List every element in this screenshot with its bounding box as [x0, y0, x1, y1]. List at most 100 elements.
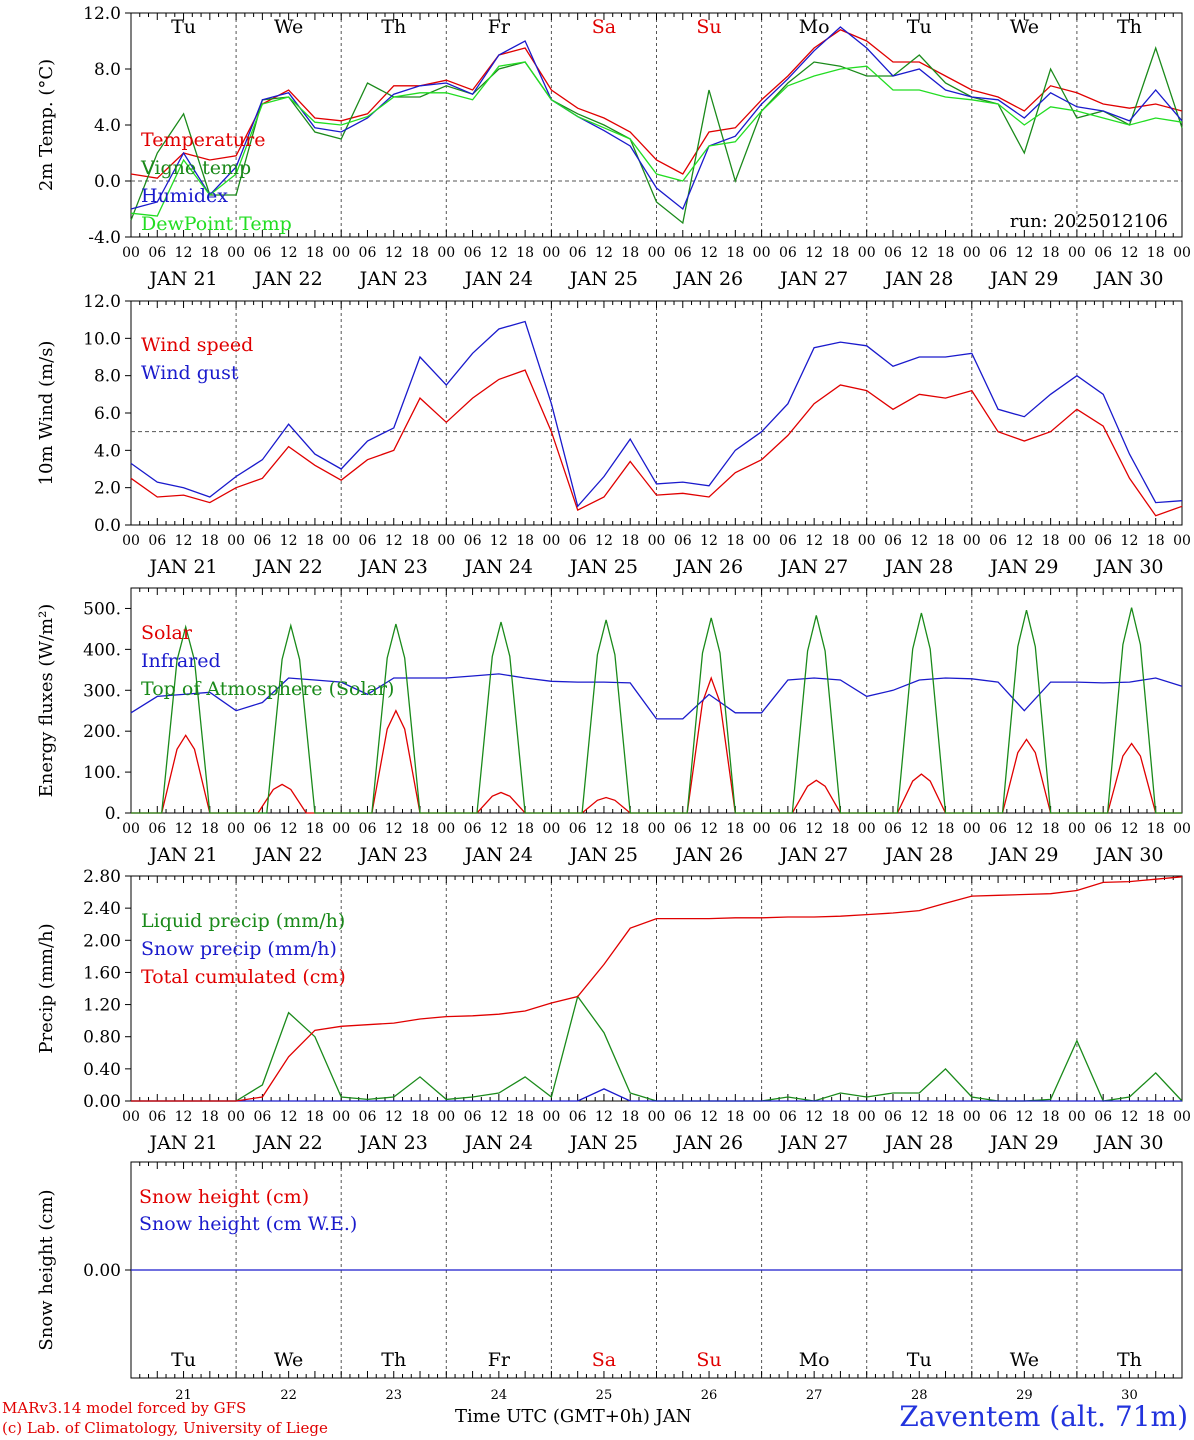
temp-date-label: JAN 23: [358, 268, 428, 290]
precip-ytick-label: 0.80: [83, 1028, 121, 1048]
precip-date-label: JAN 27: [778, 1132, 848, 1154]
wind-legend-entry: Wind gust: [141, 362, 239, 384]
energy-hour-label: 00: [332, 821, 350, 837]
temp-ytick-label: 4.0: [94, 116, 121, 136]
energy-hour-label: 12: [490, 821, 508, 837]
wind-hour-label: 12: [595, 533, 613, 549]
day-number-label: 28: [911, 1388, 928, 1403]
weekday-label-top: We: [1010, 16, 1039, 38]
wind-hour-label: 06: [148, 533, 166, 549]
wind-frame: [130, 300, 1183, 526]
temp-hour-label: 06: [569, 245, 587, 261]
snow-legend-entry: Snow height (cm): [139, 1186, 309, 1208]
temp-hour-label: 12: [700, 245, 718, 261]
temp-run-annotation: run: 2025012106: [1010, 211, 1168, 232]
precip-hour-label: 18: [1042, 1109, 1060, 1125]
energy-series-blue: [130, 673, 1183, 720]
precip-hour-label: 06: [1094, 1109, 1112, 1125]
energy-ylabel: Energy fluxes (W/m²): [36, 604, 57, 798]
temp-hour-label: 00: [753, 245, 771, 261]
energy-legend-entry: Infrared: [141, 650, 221, 672]
wind-hour-label: 06: [1094, 533, 1112, 549]
weekday-label-bottom: We: [1010, 1349, 1039, 1371]
temp-series-lightgreen: [130, 61, 1183, 217]
temp-hour-label: 18: [1147, 245, 1165, 261]
temp-hour-label: 00: [648, 245, 666, 261]
precip-hour-label: 00: [437, 1109, 455, 1125]
energy-date-label: JAN 25: [568, 844, 638, 866]
temp-hour-label: 00: [858, 245, 876, 261]
precip-hour-label: 06: [569, 1109, 587, 1125]
wind-date-label: JAN 23: [358, 556, 428, 578]
wind-hour-label: 00: [1068, 533, 1086, 549]
energy-date-label: JAN 22: [253, 844, 323, 866]
temp-hour-label: 00: [1068, 245, 1086, 261]
precip-hour-label: 18: [306, 1109, 324, 1125]
temp-hour-label: 12: [175, 245, 193, 261]
energy-legend-entry: Top of Atmosphere (Solar): [141, 678, 394, 700]
precip-legend-entry: Snow precip (mm/h): [141, 938, 337, 960]
precip-date-label: JAN 29: [988, 1132, 1058, 1154]
precip-hour-label: 18: [411, 1109, 429, 1125]
energy-hour-label: 00: [963, 821, 981, 837]
wind-hour-label: 18: [621, 533, 639, 549]
precip-hour-label: 12: [175, 1109, 193, 1125]
wind-hour-label: 12: [910, 533, 928, 549]
precip-ytick-label: 2.80: [83, 867, 121, 887]
credit-lab: (c) Lab. of Climatology, University of L…: [2, 1419, 328, 1437]
temp-hour-label: 12: [490, 245, 508, 261]
wind-date-label: JAN 24: [463, 556, 533, 578]
temp-hour-label: 18: [832, 245, 850, 261]
temp-hour-label: 00: [227, 245, 245, 261]
wind-hour-label: 00: [332, 533, 350, 549]
temp-series-green: [130, 45, 1183, 225]
wind-hour-label: 00: [227, 533, 245, 549]
temp-ylabel: 2m Temp. (°C): [36, 59, 57, 191]
wind-date-label: JAN 30: [1093, 556, 1163, 578]
energy-hour-label: 00: [648, 821, 666, 837]
wind-hour-label: 12: [700, 533, 718, 549]
precip-hour-label: 06: [989, 1109, 1007, 1125]
wind-hour-label: 18: [1042, 533, 1060, 549]
precip-hour-label: 12: [280, 1109, 298, 1125]
precip-date-label: JAN 25: [568, 1132, 638, 1154]
precip-hour-label: 18: [201, 1109, 219, 1125]
temp-ytick-label: 0.0: [94, 172, 121, 192]
energy-hour-label: 06: [148, 821, 166, 837]
energy-hour-label: 06: [779, 821, 797, 837]
precip-hour-label: 06: [148, 1109, 166, 1125]
energy-hour-label: 00: [122, 821, 140, 837]
energy-hour-label: 12: [910, 821, 928, 837]
weekday-label-top: We: [274, 16, 303, 38]
precip-hour-label: 06: [253, 1109, 271, 1125]
wind-hour-label: 00: [542, 533, 560, 549]
wind-hour-label: 18: [201, 533, 219, 549]
precip-hour-label: 06: [884, 1109, 902, 1125]
wind-hour-label: 00: [648, 533, 666, 549]
day-number-label: 26: [701, 1388, 718, 1403]
weekday-label-top: Su: [696, 16, 721, 38]
wind-legend-entry: Wind speed: [141, 334, 253, 356]
energy-ytick-label: 100.: [83, 763, 121, 783]
precip-hour-label: 18: [726, 1109, 744, 1125]
wind-hour-label: 06: [989, 533, 1007, 549]
energy-date-label: JAN 29: [988, 844, 1058, 866]
precip-date-label: JAN 21: [147, 1132, 217, 1154]
temp-hour-label: 06: [253, 245, 271, 261]
wind-hour-label: 06: [464, 533, 482, 549]
temp-hour-label: 06: [1094, 245, 1112, 261]
temp-hour-label: 00: [542, 245, 560, 261]
wind-ytick-label: 12.0: [83, 292, 121, 312]
energy-date-label: JAN 28: [883, 844, 953, 866]
temp-legend-entry: Temperature: [141, 129, 265, 151]
temp-legend-entry: Humidex: [141, 185, 228, 207]
wind-hour-label: 18: [516, 533, 534, 549]
energy-hour-label: 06: [674, 821, 692, 837]
day-number-label: 25: [596, 1388, 613, 1403]
wind-hour-label: 18: [306, 533, 324, 549]
energy-hour-label: 06: [359, 821, 377, 837]
wind-ytick-label: 0.0: [94, 516, 121, 536]
wind-date-label: JAN 26: [673, 556, 743, 578]
temp-hour-label: 06: [674, 245, 692, 261]
day-number-label: 23: [385, 1388, 402, 1403]
